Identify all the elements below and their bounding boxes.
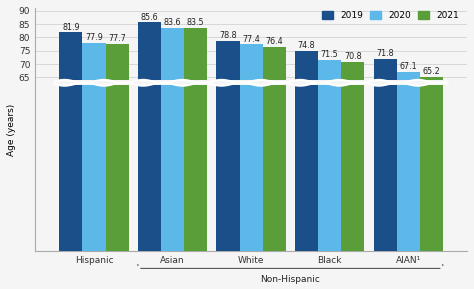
Legend: 2019, 2020, 2021: 2019, 2020, 2021	[319, 8, 463, 24]
Bar	[239, 86, 263, 251]
Bar	[217, 40, 239, 80]
Text: 71.8: 71.8	[376, 49, 394, 58]
Bar	[59, 32, 82, 80]
Bar	[374, 59, 397, 80]
Bar	[419, 86, 443, 251]
Text: 81.9: 81.9	[62, 23, 80, 32]
Bar	[318, 86, 341, 251]
Bar	[106, 44, 128, 80]
Bar	[295, 51, 318, 80]
Text: 77.7: 77.7	[108, 34, 126, 43]
Text: 76.4: 76.4	[265, 37, 283, 46]
Bar	[239, 44, 263, 80]
Bar	[295, 86, 318, 251]
Bar	[341, 62, 364, 80]
Bar	[138, 86, 161, 251]
Y-axis label: Age (years): Age (years)	[7, 103, 16, 156]
Bar	[318, 60, 341, 80]
Text: Non-Hispanic: Non-Hispanic	[260, 275, 320, 284]
Text: 78.8: 78.8	[219, 31, 237, 40]
Bar	[217, 86, 239, 251]
Bar	[374, 86, 397, 251]
Text: 83.5: 83.5	[187, 18, 204, 27]
Text: 77.4: 77.4	[242, 34, 260, 44]
Bar	[341, 86, 364, 251]
Bar	[419, 77, 443, 80]
Bar	[106, 86, 128, 251]
Bar	[184, 86, 207, 251]
Bar	[161, 86, 184, 251]
Text: 67.1: 67.1	[399, 62, 417, 71]
Bar	[397, 86, 419, 251]
Text: 65.2: 65.2	[422, 67, 440, 76]
Bar	[82, 86, 106, 251]
Bar	[161, 28, 184, 80]
Bar	[184, 28, 207, 80]
Text: 70.8: 70.8	[344, 52, 362, 61]
Bar	[138, 23, 161, 80]
Text: 85.6: 85.6	[141, 13, 158, 22]
Bar	[263, 47, 286, 80]
Text: 74.8: 74.8	[298, 41, 315, 51]
Bar	[263, 86, 286, 251]
Text: 83.6: 83.6	[164, 18, 181, 27]
Bar	[397, 72, 419, 80]
Text: 77.9: 77.9	[85, 33, 103, 42]
Bar	[82, 43, 106, 80]
Text: 71.5: 71.5	[321, 50, 338, 59]
Bar	[59, 86, 82, 251]
